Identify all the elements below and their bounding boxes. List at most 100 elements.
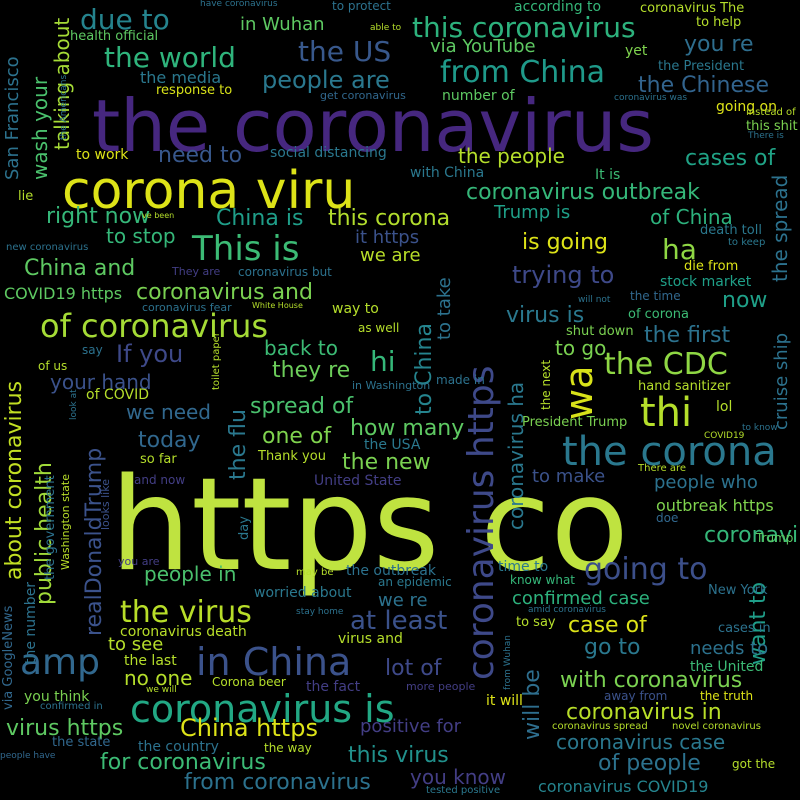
word-covid19-https: COVID19 https (4, 284, 123, 303)
word-wash-your: wash your (28, 76, 52, 180)
word-death-toll: death toll (700, 223, 762, 238)
word-doe: coronavirus to (704, 523, 800, 548)
word-from-china: from China (440, 55, 606, 90)
word-stock-market: stock market (660, 274, 752, 290)
word-the-number: the number (23, 581, 39, 664)
word-the-us: the US (298, 35, 392, 68)
word-white-house: White House (252, 301, 303, 310)
word-amid-coronavirus: amid coronavirus (528, 605, 606, 615)
word-lie: lie (18, 189, 34, 204)
word-you-think: you think (24, 689, 90, 705)
word-realdonaldtrump: realDonaldTrump (82, 447, 107, 636)
word-need-to: need to (158, 143, 243, 168)
word-looks-like: looks like (99, 479, 112, 530)
word-coronavirus-https: coronavirus https (461, 365, 502, 680)
word-how-many: how many (350, 416, 465, 441)
word-coronavirus-in: coronavirus in (566, 700, 722, 725)
word-your-hand: your hand (50, 370, 152, 394)
word-wa: wa (557, 365, 601, 420)
word-spread-of: spread of (250, 394, 354, 419)
word-coronavirus-ha: coronavirus ha (504, 381, 528, 530)
word-cases-of: cases of (685, 146, 776, 171)
word-the-virus: the virus (120, 595, 252, 630)
word-the-time: the time (630, 289, 681, 303)
word-the-flu: the flu (226, 409, 251, 480)
word-number-of: number of (442, 88, 515, 104)
word-time-to: time to (498, 559, 549, 575)
word-virus-is: virus is (506, 303, 585, 328)
word-look-at: look at (69, 389, 79, 420)
word-of-corona: of corona (628, 307, 689, 322)
word-of-china: of China (650, 205, 733, 229)
word-coronavirus-to: doe (656, 511, 679, 525)
word-needs-to: needs to (690, 638, 769, 659)
word-got-the: got the (732, 757, 776, 771)
word-coronavirus-covid19: coronavirus COVID19 (538, 777, 709, 796)
word-lol: lol (716, 399, 733, 415)
word-for-coronavirus: for coronavirus (100, 750, 266, 775)
word-made-in: made in (436, 373, 485, 387)
word-the-cdc: the CDC (604, 347, 728, 382)
word-the-first: the first (644, 323, 731, 348)
word-people-who: people who (654, 472, 758, 493)
word-the-americans: the Americans (59, 74, 69, 140)
word-corona-viru: corona viru (62, 161, 356, 221)
word-to-protect: to protect (332, 0, 391, 13)
word-the-last: the last (124, 653, 177, 669)
word-as-well: as well (358, 321, 400, 335)
word-to-work: to work (76, 147, 129, 163)
word-china-is: China is (216, 206, 304, 231)
word-virus-and: virus and (338, 631, 403, 647)
word-way-to: way to (332, 301, 379, 317)
word-new-coronavirus: new coronavirus (6, 242, 89, 253)
word-stay-home: stay home (296, 607, 344, 617)
word-social-distancing: social distancing (270, 145, 387, 161)
word-with-china: with China (410, 165, 485, 181)
word-to-make: to make (532, 466, 606, 487)
word-hand-sanitizer: hand sanitizer (638, 379, 731, 394)
word-go-to: go to (584, 635, 641, 660)
word-now: now (722, 288, 768, 313)
word-hi: hi (370, 345, 396, 378)
word-about-coronavirus: about coronavirus (2, 380, 27, 580)
word-the-president: the President (658, 59, 745, 74)
word-this-shit: this shit (746, 119, 798, 134)
word-this-virus: this virus (348, 743, 449, 768)
word-worried-about: worried about (254, 585, 352, 601)
word-you-are: you are (118, 555, 160, 568)
word-with-coronavirus: with coronavirus (560, 668, 743, 693)
word-shut-down: shut down (566, 324, 634, 339)
word-the-way: the way (264, 741, 312, 755)
word-at-least: at least (350, 606, 448, 636)
word-we-will: we will (146, 685, 177, 695)
word-this-coronavirus: this coronavirus (412, 11, 636, 44)
word-china-https: China https (180, 714, 318, 742)
word-an-epidemic: an epidemic (378, 575, 452, 589)
word-there-is: There is (748, 131, 784, 141)
word-coronavirus-was: coronavirus was (614, 93, 688, 103)
word-in-wuhan: in Wuhan (240, 14, 325, 35)
word-of-coronavirus: of coronavirus (40, 307, 269, 345)
word-people-in: people in (144, 562, 237, 586)
word-coronavirus-spread: coronavirus spread (552, 721, 648, 732)
word-in-china: in China (196, 640, 352, 684)
word-president-trump: President Trump (522, 415, 628, 430)
word-coronavirus-but: coronavirus but (238, 265, 332, 279)
word-from-wuhan: from Wuhan (503, 634, 513, 690)
word-the-usa: the USA (364, 437, 421, 453)
word-know-what: know what (510, 573, 576, 587)
word-due-to: due to (80, 3, 170, 36)
word-via-youtube: via YouTube (430, 36, 536, 57)
word-the-truth: the truth (700, 689, 754, 703)
word-confirmed-in: confirmed in (40, 701, 103, 712)
word-is-going: is going (522, 230, 609, 255)
word-covid19: COVID19 (704, 431, 745, 441)
word-china-and: China and (24, 256, 136, 281)
word-coronavirus-outbreak: coronavirus outbreak (466, 180, 700, 205)
word-according-to: according to (514, 0, 602, 15)
word-to-keep: to keep (728, 237, 766, 248)
word-we-are: we are (360, 245, 421, 266)
word-the-government: the government (43, 475, 58, 580)
word-people-have: people have (0, 751, 56, 761)
word-we-need: we need (126, 400, 211, 424)
